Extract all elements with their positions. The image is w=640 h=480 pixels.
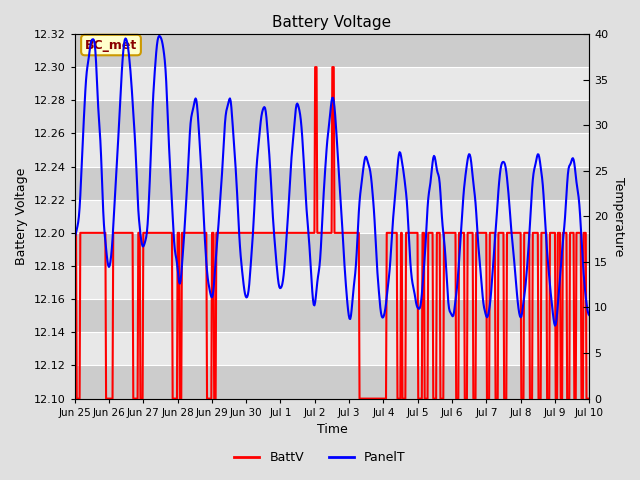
Bar — [75, 365, 589, 398]
Bar — [75, 266, 589, 299]
Bar — [75, 332, 589, 365]
Bar — [75, 299, 589, 332]
Bar — [75, 233, 589, 266]
Y-axis label: Temperature: Temperature — [612, 177, 625, 256]
Legend: BattV, PanelT: BattV, PanelT — [229, 446, 411, 469]
X-axis label: Time: Time — [317, 423, 348, 436]
Bar — [75, 200, 589, 233]
Y-axis label: Battery Voltage: Battery Voltage — [15, 168, 28, 265]
Title: Battery Voltage: Battery Voltage — [273, 15, 392, 30]
Text: BC_met: BC_met — [85, 38, 137, 51]
Bar — [75, 34, 589, 67]
Bar — [75, 67, 589, 100]
Bar — [75, 167, 589, 200]
Bar — [75, 100, 589, 133]
Bar — [75, 133, 589, 167]
